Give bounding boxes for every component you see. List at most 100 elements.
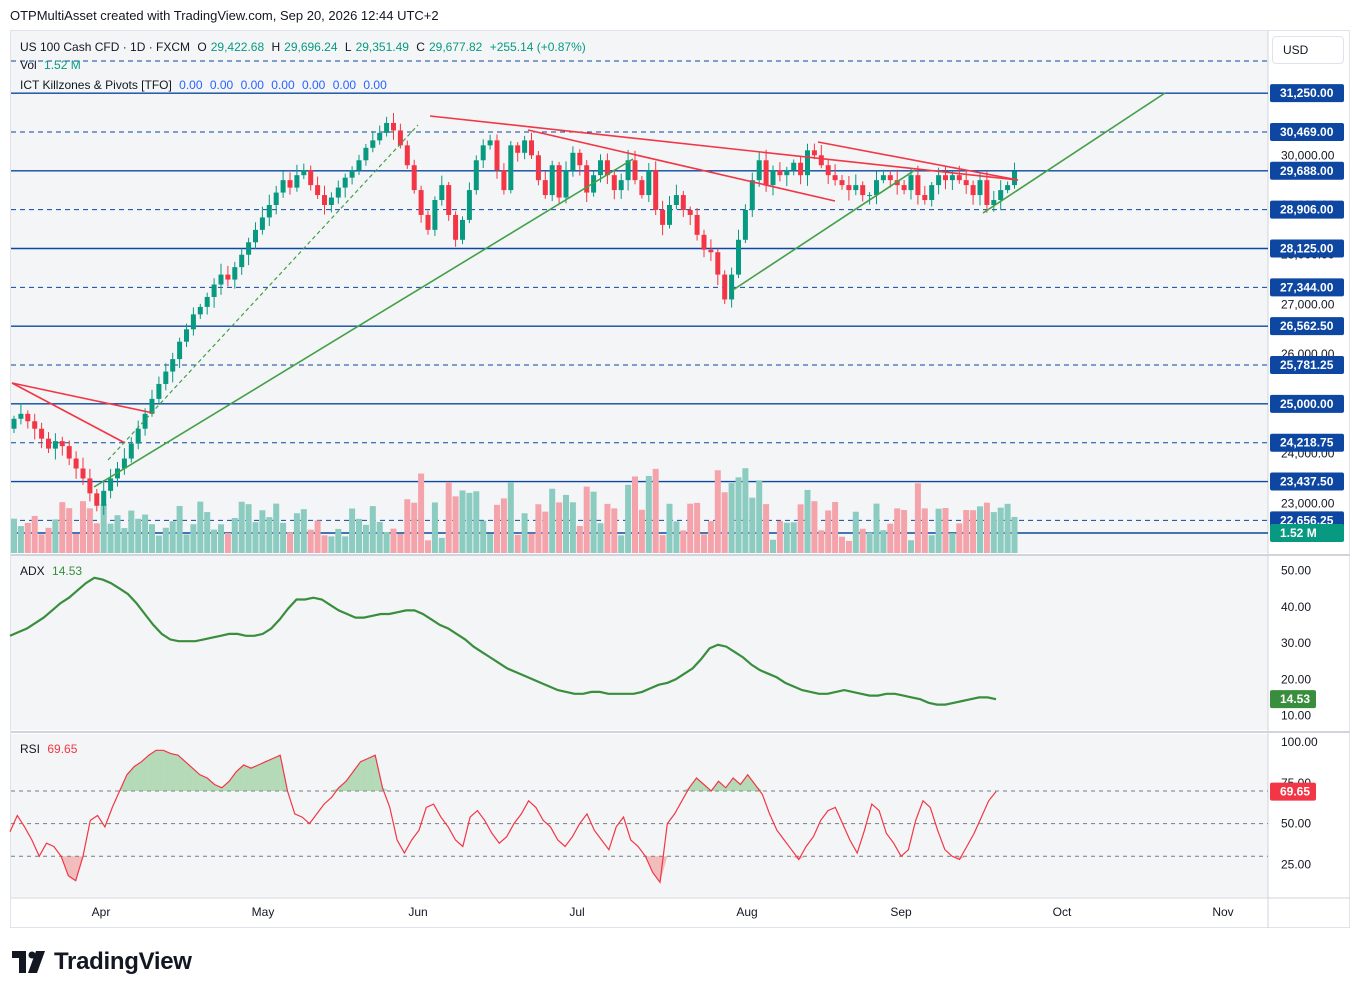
rsi-overbought-fill xyxy=(170,753,178,792)
candle-body xyxy=(991,200,997,205)
volume-bar xyxy=(604,503,611,553)
candle-body xyxy=(963,180,969,186)
red-trendline[interactable] xyxy=(11,382,154,414)
volume-bar xyxy=(218,524,224,553)
volume-bar xyxy=(224,532,231,553)
level-badge xyxy=(1270,394,1344,413)
candle-body xyxy=(818,155,824,166)
volume-bar xyxy=(583,486,590,553)
volume-bar xyxy=(935,508,942,553)
candle-body xyxy=(52,441,58,449)
volume-bar xyxy=(390,528,397,553)
candle-body xyxy=(356,160,362,171)
green-trendline[interactable] xyxy=(93,158,634,488)
red-trendline[interactable] xyxy=(429,115,1019,181)
volume-bar xyxy=(514,534,521,553)
candle-body xyxy=(328,197,334,205)
low-value: 29,351.49 xyxy=(355,40,409,54)
candle-body xyxy=(239,254,245,268)
candle-body xyxy=(473,160,479,191)
red-trendline[interactable] xyxy=(817,141,1019,181)
symbol-label[interactable]: US 100 Cash CFD · 1D · FXCM xyxy=(20,40,191,54)
candle-body xyxy=(32,421,38,429)
adx-label[interactable]: ADX xyxy=(20,564,45,578)
volume-bar xyxy=(438,537,445,553)
adx-badge-label: 14.53 xyxy=(1280,692,1310,706)
candle-body xyxy=(11,418,17,429)
volume-bar xyxy=(949,533,956,553)
candle-body xyxy=(949,175,955,181)
candle-body xyxy=(908,175,914,191)
rsi-oversold-fill xyxy=(652,856,661,883)
adx-tick-label: 30.00 xyxy=(1281,636,1311,650)
adx-pane[interactable] xyxy=(11,556,1268,730)
volume-bar xyxy=(487,534,494,553)
tradingview-logo[interactable]: TradingView xyxy=(12,948,192,976)
red-trendline[interactable] xyxy=(527,129,836,202)
candle-body xyxy=(756,160,762,181)
candle-body xyxy=(439,185,445,201)
ict-label[interactable]: ICT Killzones & Pivots [TFO] xyxy=(20,78,172,92)
volume-bar xyxy=(852,511,859,553)
volume-bar xyxy=(155,535,162,553)
candle-body xyxy=(308,170,314,186)
level-badge-label: 25,781.25 xyxy=(1280,358,1334,372)
volume-bar xyxy=(411,502,418,553)
green-trendline[interactable] xyxy=(732,169,916,291)
candle-body xyxy=(204,296,210,307)
volume-bar xyxy=(273,503,280,553)
volume-value: 1.52 M xyxy=(44,58,81,72)
green-dashed-trendline[interactable] xyxy=(107,124,419,461)
volume-bar xyxy=(24,522,31,553)
volume-bar xyxy=(135,518,142,553)
candle-body xyxy=(232,267,238,280)
volume-bar xyxy=(859,528,866,553)
candle-body xyxy=(66,446,72,459)
candle-body xyxy=(611,175,617,191)
candle-body xyxy=(425,214,431,230)
level-badge-label: 31,250.00 xyxy=(1280,86,1334,100)
level-badge-label: 30,469.00 xyxy=(1280,125,1334,139)
volume-bar xyxy=(121,528,128,553)
candle-body xyxy=(259,217,265,230)
volume-bar xyxy=(556,502,563,553)
volume-bar xyxy=(963,510,970,553)
rsi-label[interactable]: RSI xyxy=(20,742,41,756)
candle-body xyxy=(998,190,1004,201)
candle-body xyxy=(874,180,879,196)
candle-body xyxy=(301,170,307,176)
ict-value: 0.00 xyxy=(363,78,387,92)
candle-body xyxy=(460,219,465,240)
volume-bar xyxy=(480,520,487,553)
candle-body xyxy=(370,140,376,148)
volume-bar xyxy=(728,483,735,553)
candle-body xyxy=(101,490,107,506)
currency-selector[interactable]: USD xyxy=(1272,36,1344,64)
candle-body xyxy=(135,428,141,444)
green-trendline[interactable] xyxy=(982,92,1166,214)
rsi-badge-label: 69.65 xyxy=(1280,785,1310,799)
volume-label[interactable]: Vol xyxy=(20,58,37,72)
volume-bar xyxy=(908,540,914,553)
volume-bar xyxy=(839,536,845,553)
volume-bar xyxy=(466,492,473,553)
red-trendline[interactable] xyxy=(11,382,126,444)
volume-bar xyxy=(797,504,804,553)
rsi-pane[interactable] xyxy=(11,734,1268,897)
candle-body xyxy=(832,175,838,181)
volume-bar xyxy=(783,522,790,553)
candle-body xyxy=(190,314,196,330)
low-label: L xyxy=(344,40,352,54)
volume-bar xyxy=(149,524,155,553)
volume-bar xyxy=(459,490,466,553)
volume-bar xyxy=(770,539,776,553)
candle-body xyxy=(846,185,852,191)
candle-body xyxy=(811,150,817,156)
candle-body xyxy=(763,160,769,186)
candle-body xyxy=(287,180,293,188)
price-pane[interactable] xyxy=(11,31,1268,553)
rsi-overbought-fill xyxy=(141,755,149,792)
candle-body xyxy=(253,229,258,243)
rsi-overbought-fill xyxy=(367,755,376,792)
